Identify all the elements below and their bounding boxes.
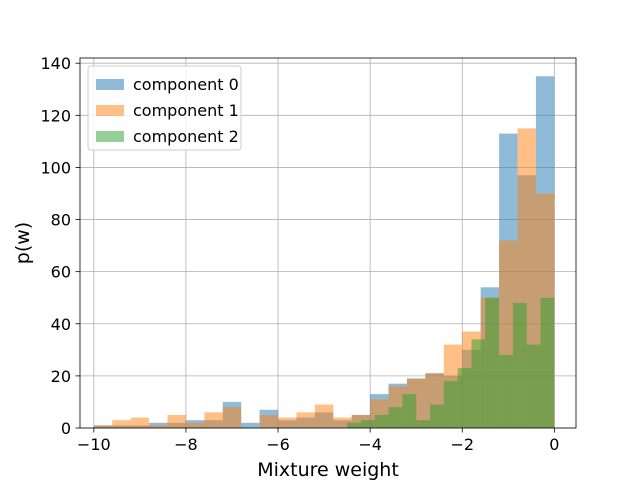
histogram-bar xyxy=(130,417,150,428)
y-tick-label: 100 xyxy=(40,158,71,177)
y-axis-label: p(w) xyxy=(12,222,34,264)
histogram-bar xyxy=(360,420,375,428)
legend-label: component 0 xyxy=(133,75,239,94)
x-tick-label: 0 xyxy=(549,435,559,454)
histogram-bar xyxy=(430,404,444,428)
histogram-bar xyxy=(296,412,315,428)
x-tick-label: −2 xyxy=(450,435,474,454)
histogram-bar xyxy=(222,407,242,428)
x-tick-label: −10 xyxy=(77,435,111,454)
histogram-bar xyxy=(167,414,186,428)
x-tick-label: −8 xyxy=(174,435,198,454)
histogram-bar xyxy=(443,381,458,428)
histogram-bar xyxy=(241,422,260,428)
series-2-bars xyxy=(347,297,555,428)
y-tick-label: 20 xyxy=(51,367,71,386)
histogram-bar xyxy=(278,417,297,428)
legend-swatch xyxy=(96,105,124,116)
histogram-bar xyxy=(149,425,168,428)
histogram-bar xyxy=(485,297,500,428)
histogram-bar xyxy=(259,414,279,428)
histogram-bar xyxy=(416,420,431,428)
histogram-bar xyxy=(333,417,352,428)
axes-layer: −10 −8 −6 −4 −2 0 0 20 40 60 80 100 120 140 Mixture we… xyxy=(12,54,577,481)
x-tick-label: −4 xyxy=(358,435,382,454)
histogram-bar xyxy=(540,297,555,428)
bars-layer xyxy=(93,76,555,428)
x-axis-label: Mixture weight xyxy=(257,459,399,480)
histogram-bar xyxy=(457,368,472,428)
y-tick-label: 140 xyxy=(40,54,71,73)
legend-box xyxy=(87,65,242,151)
x-tick-label: −6 xyxy=(266,435,290,454)
plot-frame xyxy=(79,57,577,429)
legend: component 0 component 1 component 2 xyxy=(87,65,242,151)
histogram-bar xyxy=(204,412,223,428)
histogram-bar xyxy=(526,344,541,428)
y-tick-label: 0 xyxy=(61,419,71,438)
legend-swatch xyxy=(96,131,124,142)
histogram-bar xyxy=(93,425,113,428)
histogram-bar xyxy=(149,422,168,428)
y-tick-label: 40 xyxy=(51,315,71,334)
legend-label: component 2 xyxy=(133,127,239,146)
histogram-bar xyxy=(347,422,361,428)
legend-label: component 1 xyxy=(133,101,239,120)
histogram-bar xyxy=(314,404,334,428)
histogram-bar xyxy=(499,355,513,428)
histogram-bar xyxy=(374,414,389,428)
histogram-bar xyxy=(402,394,417,428)
y-tick-label: 60 xyxy=(51,263,71,282)
histogram-bar xyxy=(388,407,403,428)
y-tick-label: 80 xyxy=(51,211,71,230)
histogram-bar xyxy=(471,339,486,428)
y-tick-label: 120 xyxy=(40,106,71,125)
legend-swatch xyxy=(96,79,124,90)
histogram-bar xyxy=(512,302,527,428)
histogram-bar xyxy=(185,422,205,428)
histogram-bar xyxy=(112,420,131,428)
